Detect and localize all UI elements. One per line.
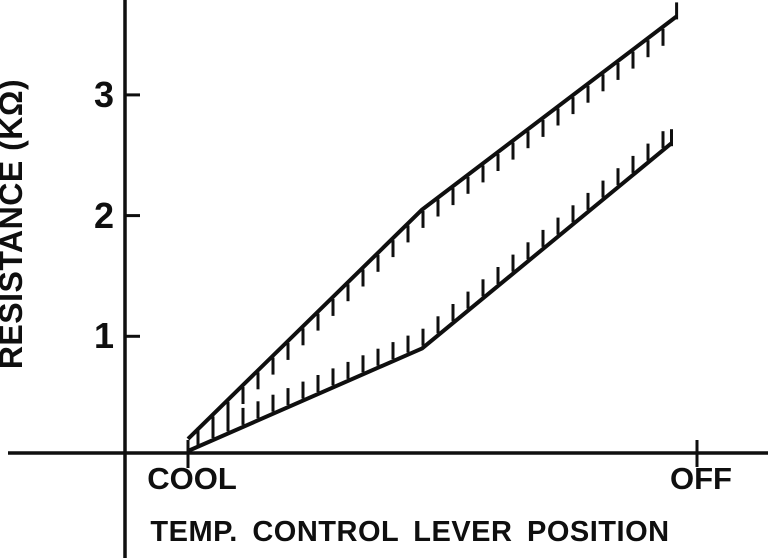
lower-limit-line (187, 141, 673, 453)
y-tick-label-2: 2 (94, 195, 114, 236)
y-tick-label-3: 3 (94, 74, 114, 115)
lower-hatch-marks (196, 129, 673, 445)
y-axis-label: RESISTANCE (KΩ) (0, 79, 29, 369)
upper-limit-line (186, 14, 678, 441)
tolerance-band (125, 2, 679, 453)
x-tick-label-cool: COOL (147, 461, 237, 496)
x-tick-label-off: OFF (670, 461, 732, 496)
x-axis-label: TEMP. CONTROL LEVER POSITION (150, 516, 669, 548)
upper-hatch-marks (196, 2, 679, 449)
y-tick-label-1: 1 (94, 315, 114, 356)
